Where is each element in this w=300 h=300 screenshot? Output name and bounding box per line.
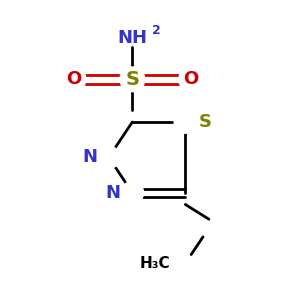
Text: N: N <box>82 148 97 166</box>
Text: O: O <box>184 70 199 88</box>
Text: N: N <box>106 184 121 202</box>
Text: S: S <box>125 70 139 89</box>
Text: S: S <box>199 113 212 131</box>
Text: NH: NH <box>117 29 147 47</box>
Circle shape <box>121 182 143 204</box>
Text: 2: 2 <box>152 24 160 37</box>
Circle shape <box>98 146 120 169</box>
Circle shape <box>179 67 204 92</box>
Circle shape <box>61 67 86 92</box>
Text: O: O <box>66 70 81 88</box>
Circle shape <box>120 67 145 92</box>
Text: H₃C: H₃C <box>140 256 171 271</box>
Circle shape <box>174 111 197 133</box>
